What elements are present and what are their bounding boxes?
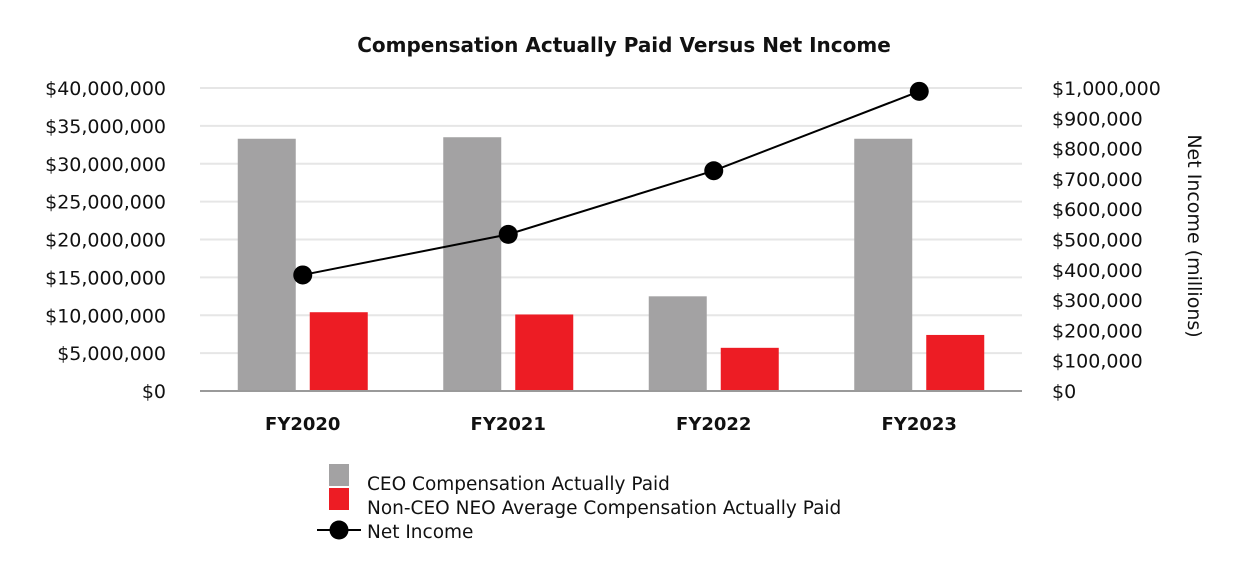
left-tick-label: $25,000,000 bbox=[45, 192, 166, 214]
legend: CEO Compensation Actually Paid Non-CEO NE… bbox=[317, 464, 841, 543]
net-income-line bbox=[293, 81, 929, 285]
right-tick-label: $500,000 bbox=[1052, 230, 1143, 252]
left-tick-label: $10,000,000 bbox=[45, 305, 166, 327]
left-tick-label: $20,000,000 bbox=[45, 230, 166, 252]
legend-net-income-swatch-marker bbox=[329, 520, 349, 540]
right-axis-label: Net Income (millions) bbox=[1183, 134, 1205, 337]
net-income-point-fy2021 bbox=[498, 224, 518, 244]
ceo-bar-fy2023 bbox=[854, 138, 913, 391]
right-tick-label: $900,000 bbox=[1052, 108, 1143, 130]
category-label: FY2022 bbox=[676, 414, 751, 435]
neo-bar-fy2023 bbox=[926, 334, 985, 391]
category-labels: FY2020 FY2021 FY2022 FY2023 bbox=[265, 414, 957, 435]
category-label: FY2021 bbox=[471, 414, 546, 435]
net-income-point-fy2022 bbox=[704, 161, 724, 181]
neo-bar-fy2022 bbox=[720, 347, 779, 391]
right-tick-label: $1,000,000 bbox=[1052, 78, 1161, 100]
right-axis-ticks: $0 $100,000 $200,000 $300,000 $400,000 $500,0… bbox=[1052, 78, 1161, 403]
category-label: FY2020 bbox=[265, 414, 340, 435]
category-label: FY2023 bbox=[882, 414, 957, 435]
left-tick-label: $15,000,000 bbox=[45, 267, 166, 289]
left-axis-ticks: $0 $5,000,000 $10,000,000 $15,000,000 $20,00… bbox=[45, 78, 166, 403]
left-tick-label: $40,000,000 bbox=[45, 78, 166, 100]
legend-neo-label: Non-CEO NEO Average Compensation Actuall… bbox=[367, 498, 841, 519]
right-tick-label: $600,000 bbox=[1052, 199, 1143, 221]
legend-ceo-swatch bbox=[329, 464, 349, 486]
net-income-polyline bbox=[302, 90, 920, 276]
right-tick-label: $700,000 bbox=[1052, 169, 1143, 191]
chart-title: Compensation Actually Paid Versus Net In… bbox=[357, 33, 891, 57]
right-tick-label: $300,000 bbox=[1052, 290, 1143, 312]
right-tick-label: $0 bbox=[1052, 381, 1076, 403]
legend-net-income-label: Net Income bbox=[367, 522, 473, 543]
net-income-point-fy2020 bbox=[293, 265, 313, 285]
left-tick-label: $0 bbox=[142, 381, 166, 403]
left-tick-label: $30,000,000 bbox=[45, 154, 166, 176]
left-tick-label: $5,000,000 bbox=[57, 343, 166, 365]
neo-bar-fy2021 bbox=[515, 314, 574, 391]
legend-neo-swatch bbox=[329, 488, 349, 510]
right-tick-label: $800,000 bbox=[1052, 139, 1143, 161]
left-tick-label: $35,000,000 bbox=[45, 116, 166, 138]
right-tick-label: $100,000 bbox=[1052, 351, 1143, 373]
ceo-bar-fy2020 bbox=[237, 138, 296, 391]
right-tick-label: $400,000 bbox=[1052, 260, 1143, 282]
neo-bar-fy2020 bbox=[309, 312, 368, 391]
right-tick-label: $200,000 bbox=[1052, 320, 1143, 342]
bars bbox=[237, 137, 985, 391]
ceo-bar-fy2021 bbox=[443, 137, 502, 391]
legend-ceo-label: CEO Compensation Actually Paid bbox=[367, 474, 670, 495]
net-income-point-fy2023 bbox=[909, 81, 929, 101]
ceo-bar-fy2022 bbox=[648, 296, 707, 391]
